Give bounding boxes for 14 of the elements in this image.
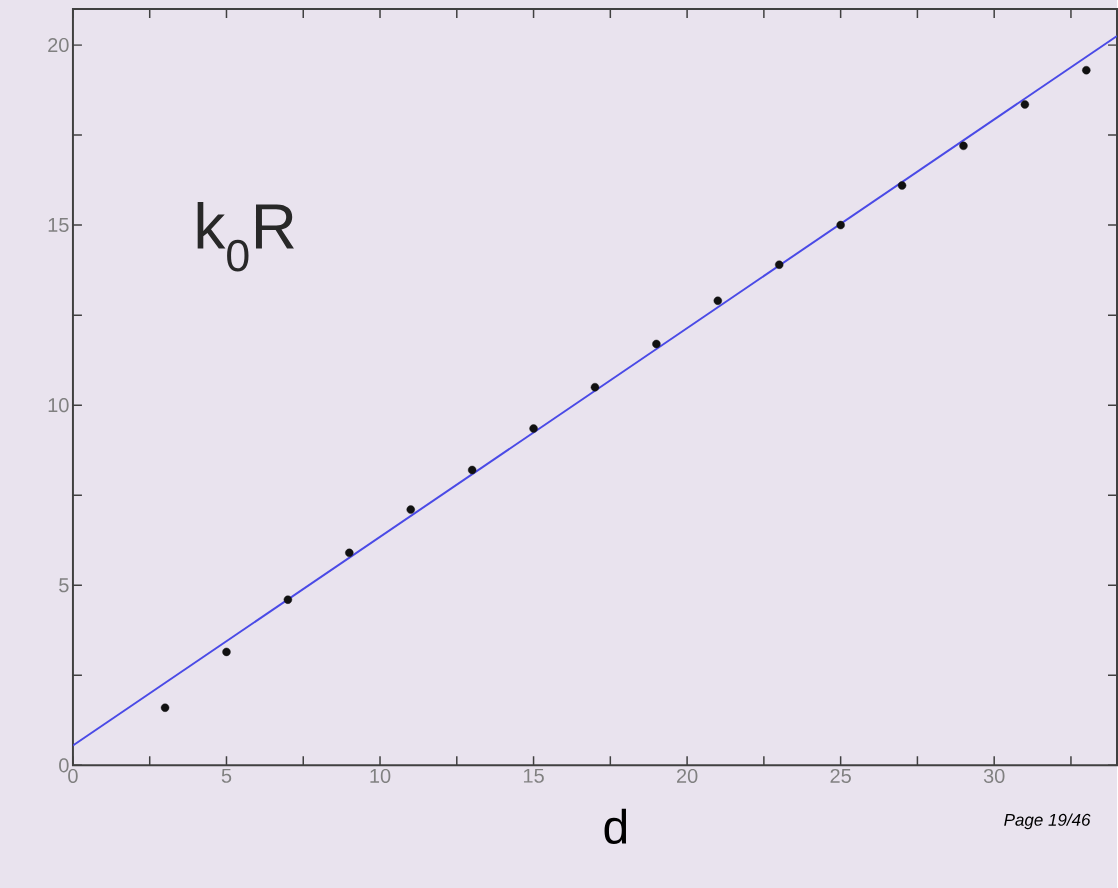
x-tick-label: 25	[830, 768, 851, 783]
x-tick-label: 15	[523, 768, 544, 783]
x-tick-label: 10	[370, 768, 391, 783]
x-tick-label: 5	[221, 768, 232, 783]
y-tick-label: 5	[59, 578, 69, 593]
annotation: k$_{0}$R	[197, 201, 294, 272]
x-axis-title: d	[604, 808, 627, 844]
text: Page 19/46	[1004, 813, 1091, 830]
y-tick-label: 15	[48, 218, 69, 232]
x-tick-label: 20	[676, 768, 698, 783]
y-tick-label: 20	[48, 37, 69, 52]
x-tick-label: 30	[983, 768, 1005, 783]
y-tick-label: 0	[59, 758, 69, 773]
y-tick-label: 10	[48, 397, 69, 413]
